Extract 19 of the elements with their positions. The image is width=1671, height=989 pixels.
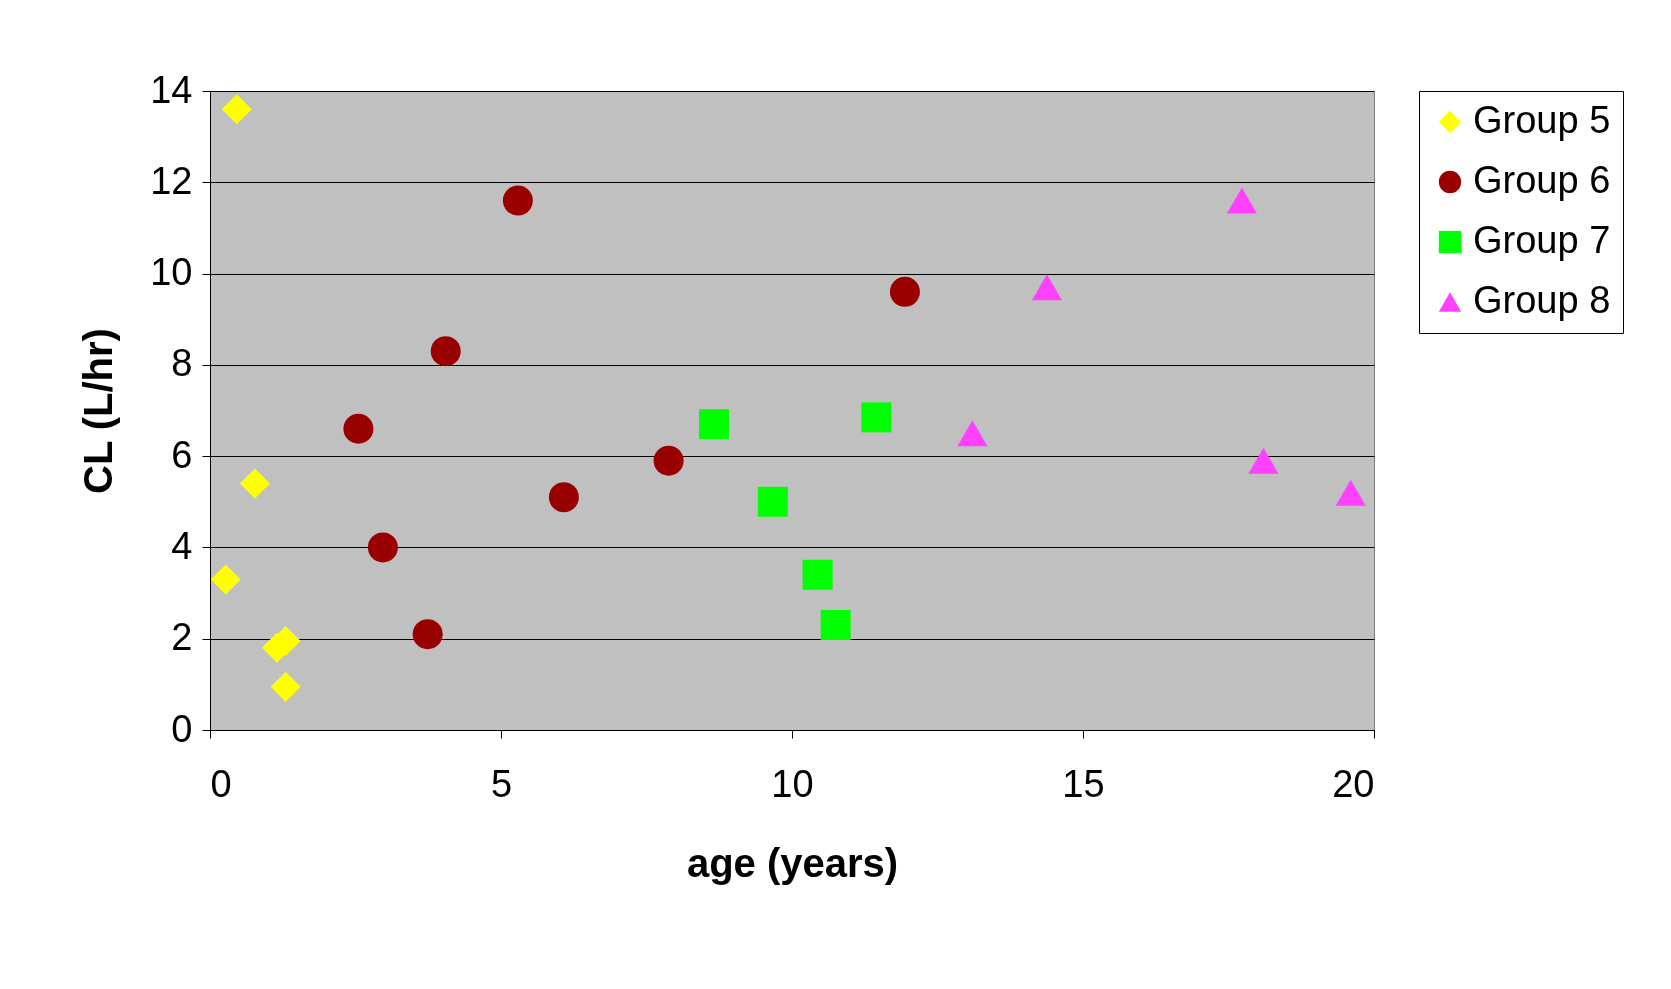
- legend-label: Group 8: [1473, 279, 1611, 321]
- legend-label: Group 5: [1473, 99, 1611, 141]
- x-tick-label: 20: [1332, 762, 1375, 805]
- y-tick-label: 2: [171, 616, 193, 659]
- y-tick-label: 14: [150, 68, 193, 111]
- x-tick-label: 5: [490, 762, 513, 805]
- y-tick-label: 0: [171, 707, 193, 750]
- y-tick-label: 4: [171, 524, 193, 567]
- legend-label: Group 7: [1473, 219, 1611, 261]
- y-tick-label: 10: [150, 251, 193, 294]
- y-axis-title: CL (L/hr): [76, 328, 121, 494]
- x-axis-title: age (years): [686, 840, 899, 885]
- y-tick-label: 12: [150, 159, 193, 202]
- y-tick-label: 8: [171, 342, 193, 385]
- legend-label: Group 6: [1473, 159, 1611, 201]
- y-tick-label: 6: [171, 433, 193, 476]
- x-tick-label: 10: [771, 762, 814, 805]
- x-tick-label: 15: [1062, 762, 1105, 805]
- x-tick-label: 0: [210, 762, 232, 805]
